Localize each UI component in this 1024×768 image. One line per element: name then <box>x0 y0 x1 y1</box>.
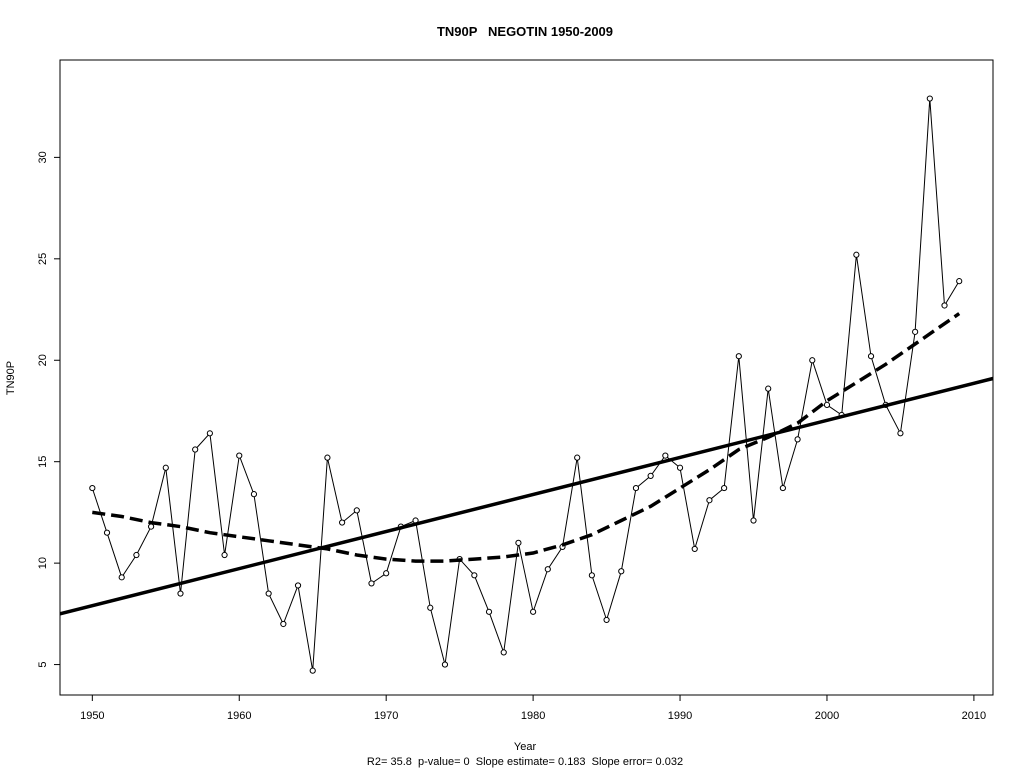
smoothed-trend-line <box>92 312 961 563</box>
data-point <box>632 484 640 492</box>
data-point <box>603 616 610 624</box>
data-point <box>588 572 595 579</box>
data-point <box>956 278 963 285</box>
y-tick-label: 30 <box>37 151 49 163</box>
y-tick-label: 15 <box>37 456 49 468</box>
y-tick-label: 10 <box>37 557 49 569</box>
data-point <box>691 545 698 553</box>
data-point <box>280 620 287 628</box>
x-tick-label: 1990 <box>668 710 692 722</box>
data-point <box>162 464 169 471</box>
data-point <box>471 572 478 579</box>
data-point <box>912 328 919 335</box>
data-point <box>339 519 346 526</box>
data-point <box>779 484 786 492</box>
data-point <box>177 590 184 597</box>
data-point <box>530 608 537 615</box>
regression-stats: R2= 35.8 p-value= 0 Slope estimate= 0.18… <box>367 756 683 768</box>
linear-trend-line <box>59 376 994 616</box>
chart-title: TN90P NEGOTIN 1950-2009 <box>437 24 613 39</box>
data-point <box>250 491 258 498</box>
data-point <box>794 436 801 443</box>
data-point <box>926 95 933 102</box>
data-point <box>206 430 213 437</box>
data-point <box>867 353 875 360</box>
x-tick-label: 1960 <box>227 710 251 722</box>
y-tick-label: 20 <box>37 354 49 366</box>
y-tick-label: 5 <box>37 662 49 668</box>
x-axis-label: Year <box>514 741 537 753</box>
plot-area <box>59 95 994 674</box>
data-point <box>515 539 522 546</box>
x-tick-label: 1950 <box>80 710 104 722</box>
plot-frame <box>59 59 994 696</box>
data-point <box>192 446 199 453</box>
data-point <box>89 484 96 492</box>
x-axis: 1950 1960 1970 1980 1990 2000 2010 <box>80 695 986 722</box>
data-point <box>897 430 904 437</box>
data-point <box>721 484 728 492</box>
y-axis: 5 10 15 20 25 30 <box>37 151 60 668</box>
data-point <box>485 608 493 615</box>
data-point <box>368 580 375 587</box>
data-point <box>765 385 772 392</box>
data-point <box>221 551 228 559</box>
data-point <box>236 452 243 459</box>
data-point <box>383 570 390 577</box>
data-point <box>853 251 860 258</box>
data-point <box>103 529 111 536</box>
data-point <box>353 507 360 514</box>
x-tick-label: 2010 <box>962 710 986 722</box>
data-point <box>500 649 507 656</box>
data-point <box>574 454 581 461</box>
data-point <box>706 497 713 504</box>
data-point <box>265 590 272 597</box>
observed-series-line <box>91 98 960 671</box>
data-point <box>823 401 831 408</box>
x-tick-label: 1980 <box>521 710 545 722</box>
data-point <box>309 667 316 674</box>
data-point <box>118 574 125 581</box>
data-point <box>294 582 302 589</box>
x-tick-label: 2000 <box>815 710 839 722</box>
data-point <box>427 604 434 611</box>
y-axis-label: TN90P <box>5 361 17 395</box>
data-point <box>324 454 331 461</box>
data-point <box>735 353 742 360</box>
data-point <box>662 452 669 459</box>
data-point <box>133 551 140 559</box>
y-tick-label: 25 <box>37 253 49 265</box>
data-point <box>147 523 155 530</box>
data-point <box>441 661 449 668</box>
data-point <box>618 568 625 575</box>
data-point <box>544 566 551 573</box>
data-point <box>809 357 816 364</box>
data-point <box>647 472 654 479</box>
data-point <box>750 517 757 524</box>
data-point <box>676 464 684 471</box>
data-point <box>941 302 948 309</box>
x-tick-label: 1970 <box>374 710 398 722</box>
